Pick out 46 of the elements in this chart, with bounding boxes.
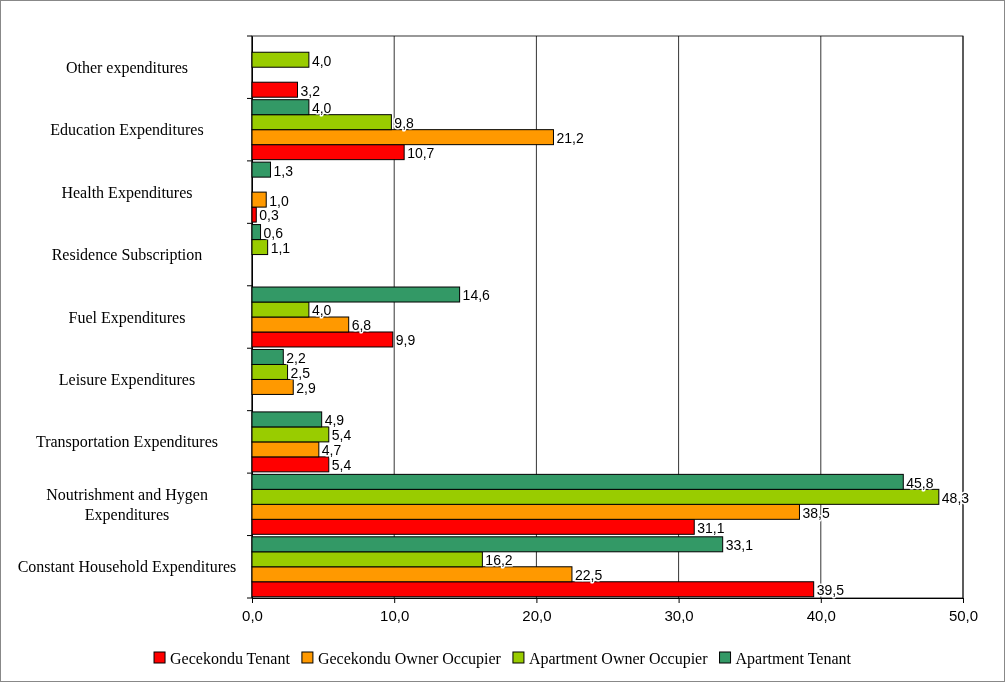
legend-label: Gecekondu Owner Occupier (317, 649, 502, 668)
y-tick-label: Fuel Expenditures (68, 308, 186, 327)
data-label: 45,8 (906, 474, 934, 491)
x-tick-label: 40,0 (806, 607, 836, 624)
data-label: 0,3 (259, 207, 279, 224)
data-label: 9,9 (395, 332, 416, 349)
data-label: 2,2 (286, 349, 306, 366)
x-tick-label: 50,0 (948, 607, 979, 624)
legend-label: Apartment Tenant (735, 649, 852, 668)
data-label: 2,5 (290, 364, 311, 381)
data-label: 5,4 (331, 457, 352, 474)
y-tick-label: Education Expenditures (50, 121, 204, 140)
y-tick-label: Health Expenditures (61, 183, 193, 202)
data-label: 22,5 (574, 567, 603, 584)
y-tick-label: Transportation Expenditures (35, 433, 219, 452)
data-label: 3,2 (300, 82, 321, 99)
data-label: 4,9 (324, 412, 345, 429)
data-label: 14,6 (462, 287, 491, 304)
y-tick-label: Constant Household Expenditures (17, 558, 237, 577)
data-label: 31,1 (697, 519, 725, 536)
x-tick-label: 10,0 (380, 607, 410, 624)
data-label: 16,2 (485, 552, 513, 569)
data-label: 1,3 (273, 162, 294, 179)
data-label: 33,1 (725, 537, 754, 554)
data-label: 4,0 (311, 100, 332, 117)
data-label: 4,0 (311, 52, 332, 69)
data-label: 9,8 (394, 115, 415, 132)
x-tick-label: 30,0 (664, 607, 694, 624)
y-tick-label: Noutrishment and Hygen Expenditures (46, 485, 208, 524)
y-tick-label: Leisure Expenditures (58, 371, 196, 390)
data-label: 1,0 (269, 192, 289, 209)
data-label: 21,2 (556, 130, 584, 147)
x-tick-label: 20,0 (522, 607, 552, 624)
data-label: 4,7 (321, 442, 342, 459)
legend-label: Apartment Owner Occupier (528, 649, 709, 668)
data-label: 0,6 (263, 224, 284, 241)
data-label: 1,1 (270, 239, 291, 256)
y-tick-label: Residence Subscription (51, 246, 203, 265)
y-tick-label: Other expenditures (65, 58, 189, 77)
legend-label: Gecekondu Tenant (170, 649, 291, 667)
data-label: 4,0 (311, 302, 332, 319)
data-label: 5,4 (331, 427, 352, 444)
data-label: 6,8 (351, 317, 372, 334)
x-tick-label: 0,0 (242, 607, 263, 624)
data-label: 2,9 (296, 379, 316, 396)
data-label: 10,7 (407, 145, 435, 162)
